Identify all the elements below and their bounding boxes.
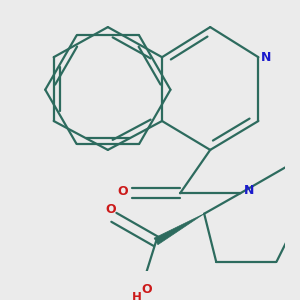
Text: O: O — [105, 203, 116, 216]
Text: O: O — [117, 185, 128, 198]
Text: N: N — [261, 51, 271, 64]
Text: N: N — [244, 184, 254, 197]
Polygon shape — [154, 214, 204, 245]
Text: H: H — [131, 291, 141, 300]
Text: O: O — [142, 283, 152, 296]
